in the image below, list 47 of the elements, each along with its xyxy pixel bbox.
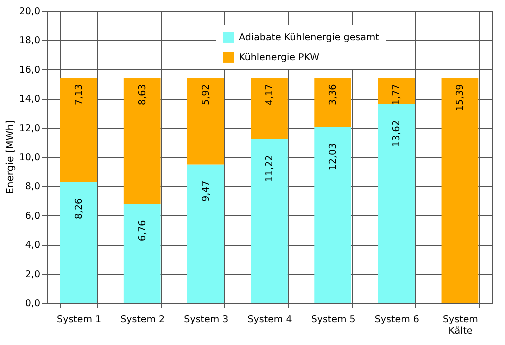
bar bbox=[314, 78, 352, 128]
data-label: 8,63 bbox=[137, 84, 148, 106]
data-label: 5,92 bbox=[200, 84, 212, 106]
bar bbox=[442, 78, 479, 303]
legend-label: Adiabate Kühlenergie gesamt bbox=[239, 32, 380, 44]
y-tick-label: 10,0 bbox=[19, 152, 40, 164]
bar bbox=[60, 182, 98, 303]
x-tick-label: System 2 bbox=[120, 314, 166, 326]
bar bbox=[187, 78, 224, 165]
bar bbox=[378, 104, 416, 303]
x-tick-label: System 3 bbox=[184, 314, 229, 326]
y-tick-label: 16,0 bbox=[19, 64, 40, 76]
y-tick-label: 14,0 bbox=[19, 94, 40, 106]
x-tick-label: System 5 bbox=[311, 314, 356, 326]
x-tick-label: System 6 bbox=[374, 314, 420, 326]
data-label: 7,13 bbox=[74, 84, 85, 106]
y-tick-label: 0,0 bbox=[25, 298, 40, 310]
y-tick-label: 20,0 bbox=[19, 6, 40, 18]
data-label: 9,47 bbox=[200, 180, 212, 202]
bar bbox=[251, 78, 288, 140]
data-label: 3,36 bbox=[328, 84, 340, 106]
x-tick-label: System 1 bbox=[57, 314, 102, 326]
data-label: 11,22 bbox=[264, 155, 276, 182]
y-axis-title: Energie [MWh] bbox=[5, 120, 16, 194]
y-tick-label: 18,0 bbox=[19, 36, 40, 47]
y-tick-label: 4,0 bbox=[25, 240, 40, 252]
data-label: 12,03 bbox=[328, 143, 340, 171]
bar bbox=[124, 204, 161, 303]
data-label: 6,76 bbox=[137, 220, 148, 242]
legend-label: Kühlenergie PKW bbox=[239, 52, 320, 64]
y-tick-label: 6,0 bbox=[25, 210, 40, 222]
bar bbox=[124, 78, 161, 204]
x-tick-label: System 4 bbox=[248, 314, 292, 326]
data-label: 1,77 bbox=[392, 84, 403, 106]
bar bbox=[251, 139, 288, 303]
bar bbox=[187, 164, 224, 303]
y-tick-label: 12,0 bbox=[19, 123, 40, 134]
bar bbox=[314, 127, 352, 303]
x-tick-label: System Kälte bbox=[442, 314, 478, 337]
data-label: 4,17 bbox=[264, 84, 276, 106]
data-label: 8,26 bbox=[74, 198, 85, 220]
bar bbox=[378, 78, 416, 104]
y-tick-label: 8,0 bbox=[25, 182, 40, 193]
bar bbox=[60, 78, 98, 182]
data-label: 15,39 bbox=[455, 84, 466, 112]
y-tick-label: 2,0 bbox=[25, 269, 40, 280]
data-label: 13,62 bbox=[392, 120, 403, 148]
